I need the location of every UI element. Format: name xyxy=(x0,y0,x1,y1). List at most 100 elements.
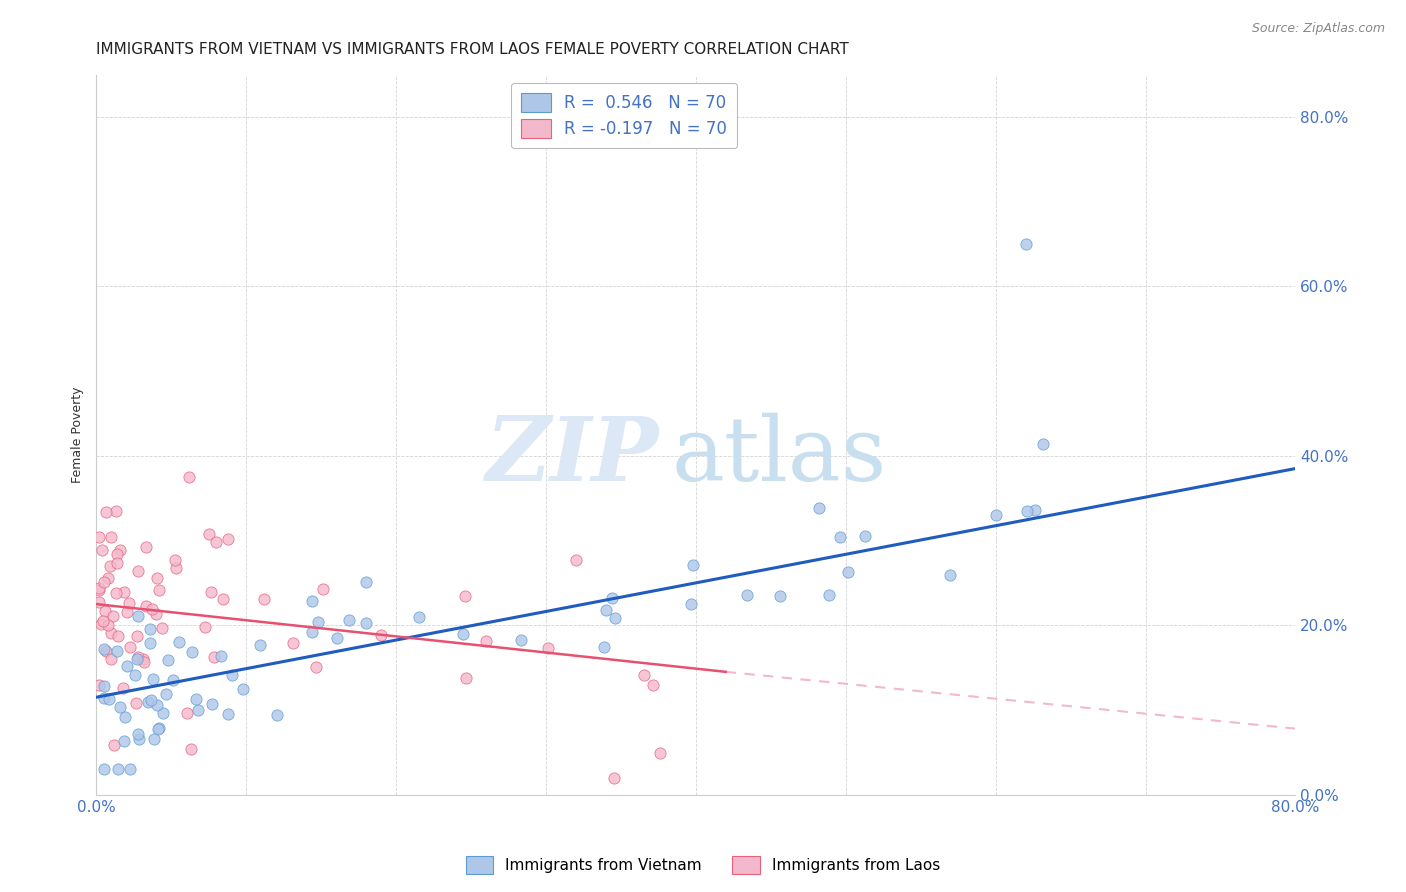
Point xyxy=(127,609,149,624)
Point xyxy=(97,571,120,585)
Legend: Immigrants from Vietnam, Immigrants from Laos: Immigrants from Vietnam, Immigrants from… xyxy=(460,850,946,880)
Point xyxy=(107,547,129,561)
Point xyxy=(93,762,115,776)
Point xyxy=(200,584,222,599)
Point xyxy=(90,616,112,631)
Point xyxy=(198,527,221,541)
Point xyxy=(510,632,533,647)
Point xyxy=(107,762,129,776)
Point xyxy=(94,505,117,519)
Point xyxy=(100,652,122,666)
Point xyxy=(112,734,135,748)
Point xyxy=(125,652,148,666)
Point xyxy=(408,610,430,624)
Point xyxy=(221,668,243,682)
Point xyxy=(105,644,128,658)
Point xyxy=(103,609,125,624)
Point xyxy=(536,640,558,655)
Point xyxy=(312,582,335,596)
Point xyxy=(120,640,142,655)
Point xyxy=(135,599,157,614)
Text: Source: ZipAtlas.com: Source: ZipAtlas.com xyxy=(1251,22,1385,36)
Point xyxy=(127,564,149,578)
Point xyxy=(301,594,323,608)
Point xyxy=(735,588,758,602)
Point xyxy=(205,535,228,549)
Point xyxy=(118,595,141,609)
Point xyxy=(117,606,139,620)
Legend: R =  0.546   N = 70, R = -0.197   N = 70: R = 0.546 N = 70, R = -0.197 N = 70 xyxy=(510,83,737,148)
Point xyxy=(162,673,184,688)
Point xyxy=(107,629,129,643)
Point xyxy=(603,771,626,785)
Point xyxy=(641,678,664,692)
Point xyxy=(87,678,110,692)
Point xyxy=(370,628,392,642)
Point xyxy=(603,611,626,625)
Point xyxy=(105,556,128,570)
Point xyxy=(326,631,349,645)
Point xyxy=(156,652,179,666)
Point xyxy=(184,692,207,706)
Point xyxy=(90,542,112,557)
Point xyxy=(125,629,148,643)
Point xyxy=(87,595,110,609)
Point xyxy=(266,707,288,722)
Point xyxy=(87,530,110,544)
Point xyxy=(125,697,148,711)
Point xyxy=(1032,437,1054,451)
Point xyxy=(307,615,329,629)
Point xyxy=(231,681,253,696)
Point xyxy=(124,668,146,682)
Point xyxy=(98,558,121,573)
Point xyxy=(139,636,162,650)
Point xyxy=(209,649,232,664)
Point xyxy=(354,615,377,630)
Point xyxy=(91,614,114,628)
Point xyxy=(595,603,617,617)
Point xyxy=(986,508,1008,522)
Point xyxy=(202,650,225,665)
Text: atlas: atlas xyxy=(672,413,887,500)
Point xyxy=(97,617,120,632)
Point xyxy=(593,640,616,654)
Text: ZIP: ZIP xyxy=(486,413,659,500)
Point xyxy=(167,635,190,649)
Point xyxy=(650,747,672,761)
Point xyxy=(194,620,217,634)
Point xyxy=(451,627,474,641)
Point xyxy=(681,597,703,611)
Point xyxy=(114,710,136,724)
Point xyxy=(837,565,859,579)
Point xyxy=(475,633,498,648)
Y-axis label: Female Poverty: Female Poverty xyxy=(72,386,84,483)
Point xyxy=(100,626,122,640)
Point xyxy=(148,582,170,597)
Point xyxy=(853,529,876,543)
Point xyxy=(127,650,149,665)
Point xyxy=(143,732,166,747)
Point xyxy=(201,698,224,712)
Point xyxy=(565,553,588,567)
Point xyxy=(177,470,200,484)
Point xyxy=(87,583,110,598)
Point xyxy=(100,530,122,544)
Point xyxy=(249,638,271,652)
Point xyxy=(135,541,157,555)
Point xyxy=(212,592,235,607)
Point xyxy=(281,635,304,649)
Point xyxy=(633,667,655,681)
Point xyxy=(1014,237,1036,252)
Point xyxy=(301,625,323,640)
Point xyxy=(96,644,118,658)
Point xyxy=(939,568,962,582)
Point xyxy=(136,696,159,710)
Point xyxy=(828,530,851,544)
Point xyxy=(97,692,120,706)
Text: IMMIGRANTS FROM VIETNAM VS IMMIGRANTS FROM LAOS FEMALE POVERTY CORRELATION CHART: IMMIGRANTS FROM VIETNAM VS IMMIGRANTS FR… xyxy=(96,42,849,57)
Point xyxy=(108,700,131,714)
Point xyxy=(818,588,841,602)
Point xyxy=(807,500,830,515)
Point xyxy=(454,672,477,686)
Point xyxy=(89,582,111,596)
